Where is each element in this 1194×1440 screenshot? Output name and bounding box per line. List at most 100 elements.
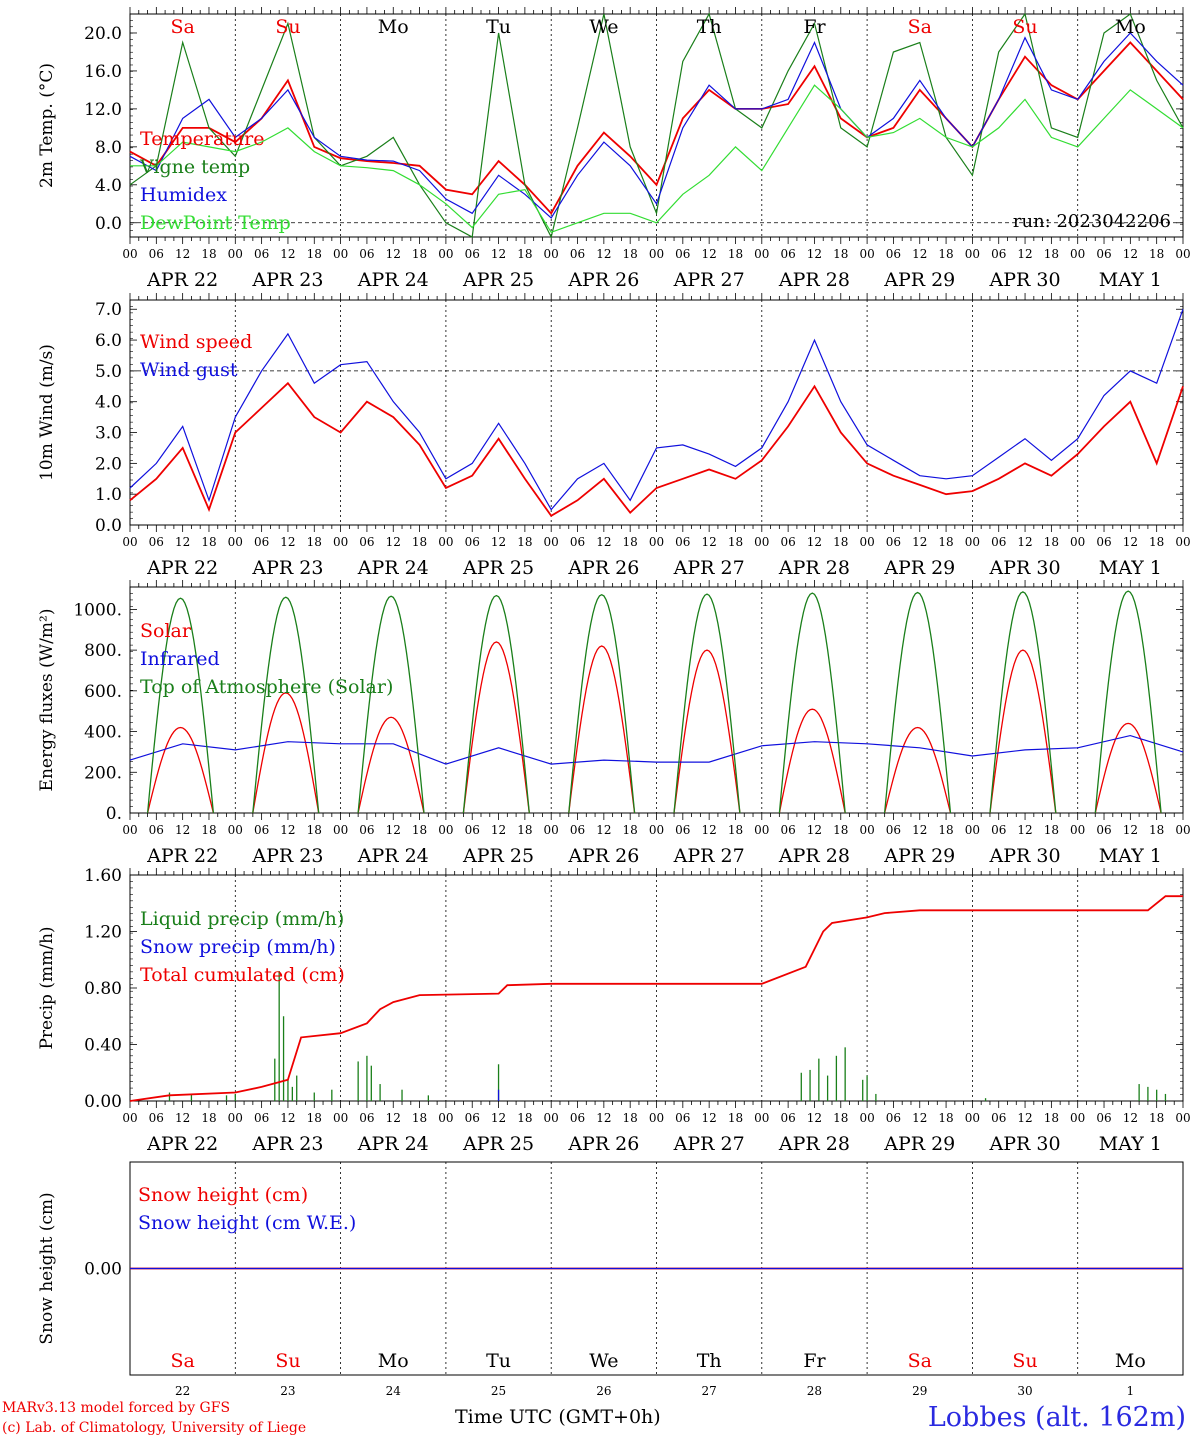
hour-tick-label: 06 (991, 823, 1006, 837)
hour-tick-label: 06 (991, 1111, 1006, 1125)
hour-tick-label: 00 (122, 1111, 137, 1125)
date-label: APR 26 (567, 269, 639, 291)
date-label: APR 25 (462, 269, 534, 291)
hour-tick-label: 06 (570, 247, 585, 261)
date-label: APR 25 (462, 1133, 534, 1155)
hour-tick-label: 00 (438, 1111, 453, 1125)
hour-tick-label: 00 (544, 823, 559, 837)
hour-tick-label: 06 (149, 247, 164, 261)
weekday-label: Sa (908, 16, 932, 38)
hour-tick-label: 12 (912, 823, 927, 837)
hour-tick-label: 12 (1017, 535, 1032, 549)
hour-tick-label: 00 (1070, 823, 1085, 837)
weekday-label: Sa (170, 16, 194, 38)
weekday-label: Tu (486, 16, 511, 38)
y-tick-label: 12.0 (84, 100, 122, 120)
y-axis-label: Precip (mm/h) (37, 926, 57, 1049)
hour-tick-label: 06 (570, 1111, 585, 1125)
hour-tick-label: 00 (965, 823, 980, 837)
hour-tick-label: 06 (886, 823, 901, 837)
y-tick-label: 600. (84, 682, 122, 702)
hour-tick-label: 12 (386, 1111, 401, 1125)
hour-tick-label: 06 (570, 823, 585, 837)
series-humidex (129, 32, 1184, 219)
series-wind-speed (129, 381, 1184, 517)
y-tick-label: 0.80 (84, 979, 122, 999)
hour-tick-label: 06 (254, 535, 269, 549)
y-axis-label: Energy fluxes (W/m²) (37, 609, 57, 792)
legend-entry: Solar (140, 620, 192, 642)
hour-tick-label: 12 (702, 823, 717, 837)
hour-tick-label: 12 (912, 247, 927, 261)
hour-tick-label: 18 (201, 1111, 216, 1125)
hour-tick-label: 00 (649, 823, 664, 837)
hour-tick-label: 12 (386, 823, 401, 837)
day-number-label: 26 (596, 1384, 611, 1398)
hour-tick-label: 06 (465, 823, 480, 837)
hour-tick-label: 06 (1096, 535, 1111, 549)
hour-tick-label: 12 (702, 535, 717, 549)
station-label: Lobbes (alt. 162m) (927, 1402, 1186, 1433)
weekday-label: Su (275, 1350, 300, 1372)
hour-tick-label: 00 (1175, 823, 1190, 837)
weekday-label: Tu (486, 1350, 511, 1372)
date-label: APR 26 (567, 1133, 639, 1155)
hour-tick-label: 12 (175, 1111, 190, 1125)
date-label: APR 30 (989, 845, 1061, 867)
hour-tick-label: 06 (149, 1111, 164, 1125)
hour-tick-label: 12 (596, 247, 611, 261)
series-top-of-atmosphere-solar-day (778, 592, 846, 814)
date-label: APR 22 (146, 557, 218, 579)
date-label: APR 27 (673, 269, 745, 291)
hour-tick-label: 12 (1123, 247, 1138, 261)
hour-tick-label: 18 (412, 247, 427, 261)
date-label: APR 24 (357, 269, 429, 291)
series-top-of-atmosphere-solar-day (673, 593, 741, 814)
y-tick-label: 1.20 (84, 923, 122, 943)
weekday-label: Fr (803, 1350, 826, 1372)
hour-tick-label: 06 (675, 1111, 690, 1125)
weekday-label: Sa (170, 1350, 194, 1372)
hour-tick-label: 12 (280, 247, 295, 261)
hour-tick-label: 00 (122, 535, 137, 549)
hour-tick-label: 00 (333, 823, 348, 837)
date-label: APR 28 (778, 557, 850, 579)
hour-tick-label: 00 (859, 247, 874, 261)
hour-tick-label: 06 (991, 535, 1006, 549)
date-label: APR 28 (778, 1133, 850, 1155)
weekday-label: Mo (378, 1350, 409, 1372)
legend-entry: DewPoint Temp (140, 212, 291, 234)
weekday-label: We (589, 16, 618, 38)
hour-tick-label: 12 (1123, 1111, 1138, 1125)
legend-entry: Liquid precip (mm/h) (140, 908, 344, 930)
hour-tick-label: 18 (1044, 535, 1059, 549)
hour-tick-label: 06 (465, 247, 480, 261)
hour-tick-label: 06 (675, 247, 690, 261)
series-solar-day (462, 641, 530, 814)
hour-tick-label: 18 (412, 1111, 427, 1125)
hour-tick-label: 18 (833, 1111, 848, 1125)
hour-tick-label: 18 (938, 535, 953, 549)
hour-tick-label: 12 (491, 823, 506, 837)
hour-tick-label: 12 (702, 247, 717, 261)
hour-tick-label: 00 (544, 247, 559, 261)
weekday-label: Mo (1115, 16, 1146, 38)
date-label: APR 24 (357, 845, 429, 867)
hour-tick-label: 18 (517, 1111, 532, 1125)
hour-tick-label: 06 (780, 535, 795, 549)
hour-tick-label: 00 (649, 535, 664, 549)
hour-tick-label: 00 (754, 535, 769, 549)
day-number-label: 1 (1127, 1384, 1135, 1398)
hour-tick-label: 00 (122, 247, 137, 261)
hour-tick-label: 12 (912, 535, 927, 549)
hour-tick-label: 12 (807, 535, 822, 549)
date-label: APR 30 (989, 557, 1061, 579)
day-number-label: 30 (1017, 1384, 1032, 1398)
day-number-label: 22 (175, 1384, 190, 1398)
hour-tick-label: 06 (780, 823, 795, 837)
hour-tick-label: 18 (412, 535, 427, 549)
series-total-cumulated-cm (129, 895, 1183, 1102)
date-label: APR 28 (778, 845, 850, 867)
series-solar-day (146, 726, 215, 814)
hour-tick-label: 12 (175, 247, 190, 261)
